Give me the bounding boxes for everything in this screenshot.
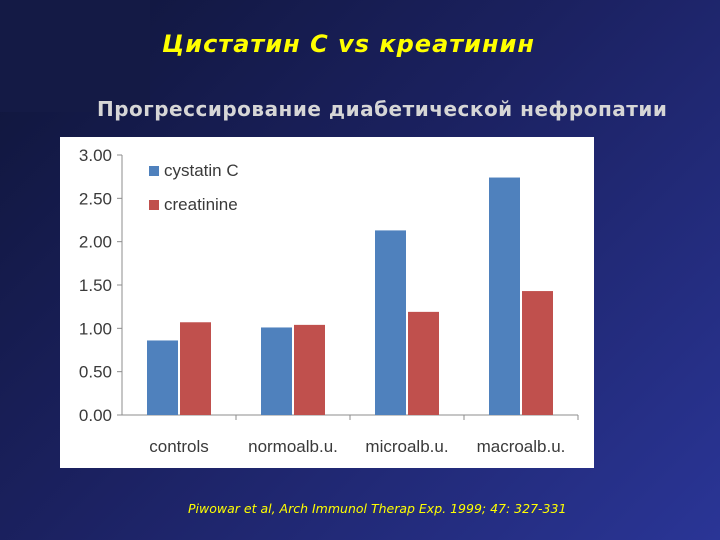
- citation: Piwowar et al, Arch Immunol Therap Exp. …: [188, 501, 567, 516]
- y-tick-label: 0.50: [79, 363, 112, 382]
- corner-panel: [0, 0, 150, 112]
- chart-panel: 0.00 0.50 1.00 1.50 2.00 2.50 3.00 controls norm…: [60, 137, 594, 468]
- bar-chart: 0.00 0.50 1.00 1.50 2.00 2.50 3.00 controls norm…: [79, 146, 579, 456]
- y-tick-label: 1.00: [79, 319, 112, 338]
- bar-cystatin-c: [147, 340, 178, 415]
- legend-label: cystatin C: [164, 161, 239, 180]
- x-tick-label: controls: [149, 437, 209, 456]
- bar-cystatin-c: [261, 327, 292, 415]
- bar-creatinine: [180, 322, 211, 415]
- legend-swatch: [149, 200, 159, 210]
- slide-title: Цистатин С vs креатинин: [162, 30, 535, 58]
- legend-swatch: [149, 166, 159, 176]
- legend-label: creatinine: [164, 195, 238, 214]
- bar-cystatin-c: [489, 177, 520, 415]
- y-tick-label: 2.50: [79, 189, 112, 208]
- x-tick-label: microalb.u.: [365, 437, 448, 456]
- bar-cystatin-c: [375, 230, 406, 415]
- bar-creatinine: [294, 324, 325, 415]
- bar-creatinine: [408, 311, 439, 415]
- slide-subtitle: Прогрессирование диабетической нефропати…: [97, 97, 668, 121]
- x-tick-label: macroalb.u.: [477, 437, 566, 456]
- x-tick-label: normoalb.u.: [248, 437, 338, 456]
- y-tick-label: 2.00: [79, 233, 112, 252]
- bar-creatinine: [522, 291, 553, 415]
- y-tick-label: 1.50: [79, 276, 112, 295]
- y-tick-label: 3.00: [79, 146, 112, 165]
- y-tick-label: 0.00: [79, 406, 112, 425]
